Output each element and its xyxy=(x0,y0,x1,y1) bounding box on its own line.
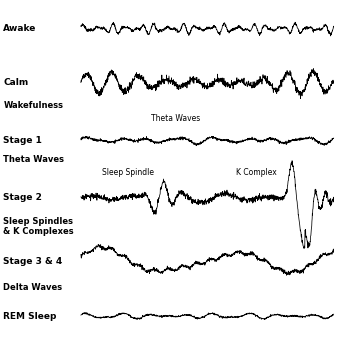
Text: Stage 1: Stage 1 xyxy=(3,136,42,145)
Text: Theta Waves: Theta Waves xyxy=(151,114,200,123)
Text: Stage 3 & 4: Stage 3 & 4 xyxy=(3,258,63,266)
Text: REM Sleep: REM Sleep xyxy=(3,312,57,320)
Text: Awake: Awake xyxy=(3,24,37,33)
Text: Wakefulness: Wakefulness xyxy=(3,101,63,111)
Text: Calm: Calm xyxy=(3,78,29,87)
Text: Delta Waves: Delta Waves xyxy=(3,283,62,292)
Text: & K Complexes: & K Complexes xyxy=(3,227,74,236)
Text: Theta Waves: Theta Waves xyxy=(3,155,64,165)
Text: Sleep Spindles: Sleep Spindles xyxy=(3,217,73,226)
Text: Stage 2: Stage 2 xyxy=(3,193,42,202)
Text: Sleep Spindle: Sleep Spindle xyxy=(102,168,154,177)
Text: K Complex: K Complex xyxy=(236,168,276,177)
